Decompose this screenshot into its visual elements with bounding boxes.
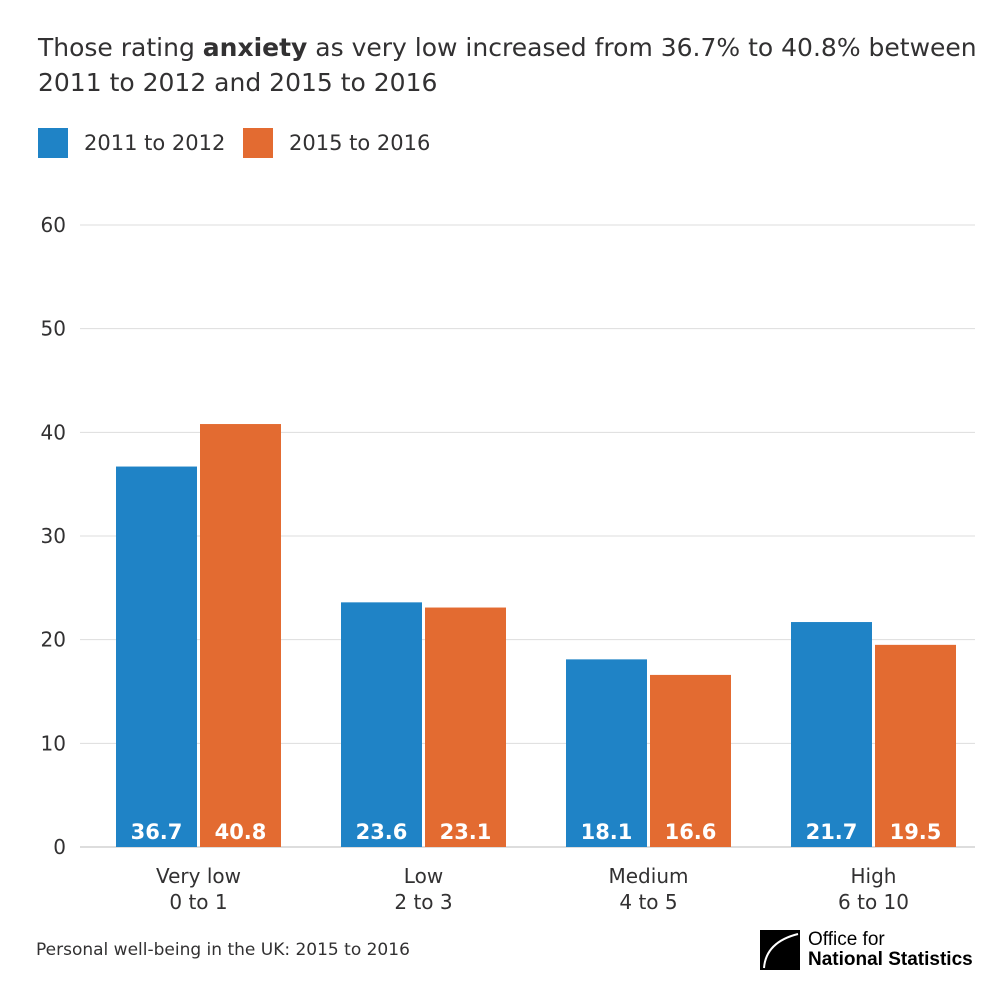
data-label: 23.1 xyxy=(440,820,492,844)
y-tick-label: 10 xyxy=(41,731,66,755)
x-tick-label: Very low xyxy=(156,864,241,888)
data-label: 36.7 xyxy=(131,820,183,844)
chart-title: Those rating anxiety as very low increas… xyxy=(38,33,977,97)
data-label: 16.6 xyxy=(665,820,717,844)
bar xyxy=(341,602,422,847)
y-tick-label: 50 xyxy=(41,317,66,341)
legend-item-2011: 2011 to 2012 xyxy=(38,128,225,158)
bar xyxy=(425,607,506,847)
y-tick-label: 20 xyxy=(41,628,66,652)
y-tick-label: 0 xyxy=(53,835,66,859)
y-tick-label: 40 xyxy=(41,420,66,444)
legend-item-2015: 2015 to 2016 xyxy=(243,128,430,158)
logo-line1: Office for xyxy=(808,929,885,950)
x-tick-label: 4 to 5 xyxy=(619,890,677,914)
data-label: 21.7 xyxy=(806,820,858,844)
bar xyxy=(116,466,197,847)
x-tick-label: 0 to 1 xyxy=(169,890,227,914)
x-tick-label: 2 to 3 xyxy=(394,890,452,914)
data-label: 40.8 xyxy=(215,820,267,844)
ons-logo-icon xyxy=(760,930,800,970)
bar xyxy=(650,674,731,847)
logo-line2: National Statistics xyxy=(808,949,973,970)
legend-label: 2015 to 2016 xyxy=(289,131,431,155)
legend-swatch xyxy=(243,128,273,158)
bar xyxy=(200,424,281,847)
bar xyxy=(566,659,647,847)
y-tick-label: 60 xyxy=(41,213,66,237)
data-label: 23.6 xyxy=(356,820,408,844)
legend-label: 2011 to 2012 xyxy=(84,131,226,155)
bar xyxy=(791,622,872,847)
source-note: Personal well-being in the UK: 2015 to 2… xyxy=(36,940,410,960)
data-label: 18.1 xyxy=(581,820,633,844)
y-tick-label: 30 xyxy=(41,524,66,548)
x-tick-label: 6 to 10 xyxy=(838,890,909,914)
legend-swatch xyxy=(38,128,68,158)
x-tick-label: Low xyxy=(404,864,443,888)
x-tick-label: High xyxy=(851,864,897,888)
x-tick-label: Medium xyxy=(609,864,689,888)
data-label: 19.5 xyxy=(890,820,942,844)
ons-logo: Office for National Statistics xyxy=(760,930,973,970)
bar xyxy=(875,644,956,847)
